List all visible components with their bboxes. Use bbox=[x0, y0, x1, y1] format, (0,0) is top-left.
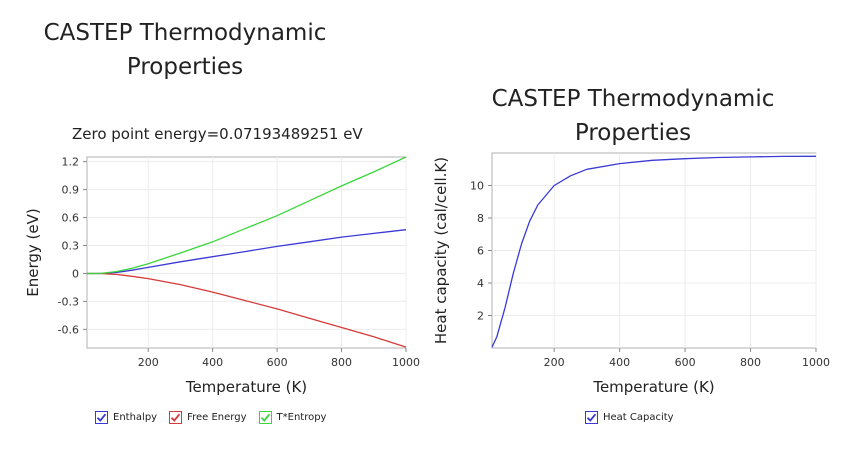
x-tick-label: 400 bbox=[202, 356, 223, 369]
y-tick-label: 0 bbox=[72, 267, 79, 280]
legend-item-heat-capacity[interactable]: Heat Capacity bbox=[585, 411, 674, 424]
y-tick-label: 1.2 bbox=[62, 156, 80, 169]
energy-chart-panel: CASTEP Thermodynamic Properties Zero poi… bbox=[20, 16, 420, 424]
series-line-enthalpy bbox=[87, 229, 407, 275]
series-line-free-energy bbox=[87, 272, 407, 348]
x-tick-label: 800 bbox=[331, 356, 352, 369]
legend-checkbox[interactable] bbox=[585, 411, 598, 424]
y-axis-label: Heat capacity (cal/cell.K) bbox=[432, 157, 450, 344]
x-tick-label: 600 bbox=[267, 356, 288, 369]
chart-title-line: Properties bbox=[126, 54, 244, 80]
legend-checkbox[interactable] bbox=[258, 411, 272, 424]
x-tick-label: 200 bbox=[138, 356, 159, 369]
x-tick-label: 200 bbox=[544, 356, 565, 369]
y-tick-label: 0.6 bbox=[62, 212, 80, 225]
legend-label: Heat Capacity bbox=[603, 412, 674, 423]
x-axis-label: Temperature (K) bbox=[185, 378, 307, 396]
legend-checkbox[interactable] bbox=[95, 411, 108, 424]
plot-area bbox=[86, 156, 407, 349]
y-tick-label: 10 bbox=[470, 180, 484, 193]
chart-title: CASTEP Thermodynamic Properties bbox=[468, 82, 798, 150]
legend-item-t-entropy[interactable]: T*Entropy bbox=[258, 411, 327, 424]
series-line-heat-capacity bbox=[491, 155, 817, 348]
heat-capacity-chart: 200 400 600 800 1000 2 4 6 8 10 Temperature (K) Hea… bbox=[432, 152, 830, 396]
chart-title-line: CASTEP Thermodynamic bbox=[43, 20, 327, 46]
x-tick-label: 600 bbox=[675, 356, 696, 369]
chart-title: CASTEP Thermodynamic Properties bbox=[20, 16, 350, 84]
x-tick-label: 1000 bbox=[392, 356, 420, 369]
x-tick-label: 1000 bbox=[802, 356, 830, 369]
energy-chart: 200 400 600 800 1000 -0.6 -0.3 0 0.3 0.6 0.9 1.2 Tem… bbox=[24, 156, 420, 396]
energy-chart-legend: Enthalpy Free Energy T*Entropy bbox=[95, 411, 326, 424]
legend-label: T*Entropy bbox=[276, 412, 327, 423]
chart-title-line: Properties bbox=[574, 120, 692, 146]
x-axis-label: Temperature (K) bbox=[592, 378, 714, 396]
heat-capacity-chart-legend: Heat Capacity bbox=[585, 411, 674, 424]
x-tick-label: 800 bbox=[740, 356, 761, 369]
y-tick-label: 4 bbox=[477, 277, 484, 290]
series-line-t-entropy bbox=[87, 156, 407, 275]
y-tick-label: 6 bbox=[477, 245, 484, 258]
y-tick-label: -0.3 bbox=[58, 295, 79, 308]
legend-label: Free Energy bbox=[187, 412, 247, 423]
chart-title-line: CASTEP Thermodynamic bbox=[491, 86, 775, 112]
y-tick-label: 0.3 bbox=[62, 240, 80, 253]
legend-checkbox[interactable] bbox=[169, 411, 183, 424]
y-tick-label: 8 bbox=[477, 212, 484, 225]
legend-item-enthalpy[interactable]: Enthalpy bbox=[95, 411, 157, 424]
legend-label: Enthalpy bbox=[113, 412, 158, 423]
heat-capacity-chart-panel: CASTEP Thermodynamic Properties 200 400 60… bbox=[430, 0, 860, 449]
y-tick-label: 2 bbox=[477, 310, 484, 323]
y-axis-label: Energy (eV) bbox=[24, 208, 42, 296]
y-tick-label: 0.9 bbox=[62, 184, 80, 197]
zero-point-energy-label: Zero point energy=0.07193489251 eV bbox=[72, 125, 363, 143]
y-tick-label: -0.6 bbox=[58, 323, 79, 336]
legend-item-free-energy[interactable]: Free Energy bbox=[169, 411, 247, 424]
x-tick-label: 400 bbox=[609, 356, 630, 369]
